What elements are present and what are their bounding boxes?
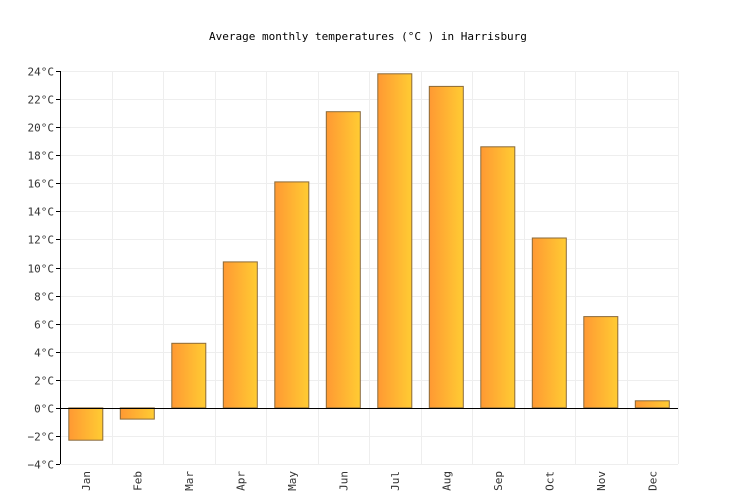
- y-tick-label: 2°C: [34, 375, 54, 388]
- bar-apr: [222, 261, 258, 409]
- x-tick-label: May: [286, 471, 299, 491]
- y-tick-label: 6°C: [34, 319, 54, 332]
- bars: [68, 73, 670, 441]
- y-tick-label: 20°C: [28, 122, 55, 135]
- bar-oct: [531, 237, 567, 409]
- y-tick-label: 16°C: [28, 178, 55, 191]
- y-tick-label: 18°C: [28, 150, 55, 163]
- x-tick-label: Jul: [389, 471, 402, 491]
- y-tick-label: 4°C: [34, 347, 54, 360]
- bar-aug: [428, 85, 464, 409]
- bar-mar: [171, 342, 207, 409]
- bar-dec: [634, 400, 670, 409]
- y-tick-label: 24°C: [28, 66, 55, 79]
- bar-may: [274, 181, 310, 409]
- bar-jun: [325, 111, 361, 409]
- y-tick-label: −4°C: [28, 459, 55, 472]
- x-tick-labels: Jan Feb Mar Apr May Jun Jul Aug Sep Oct Nov Dec: [80, 471, 659, 491]
- y-tick-label: −2°C: [28, 431, 55, 444]
- bar-jul: [377, 73, 413, 409]
- x-tick-label: Aug: [440, 471, 453, 491]
- x-tick-label: Nov: [595, 471, 608, 491]
- y-tick-label: 10°C: [28, 263, 55, 276]
- y-tick-label: 14°C: [28, 206, 55, 219]
- y-tick-label: 0°C: [34, 403, 54, 416]
- axes: [56, 71, 678, 465]
- bar-jan: [68, 407, 104, 441]
- chart-title: Average monthly temperatures (°C ) in Ha…: [209, 30, 527, 43]
- bar-sep: [480, 146, 516, 409]
- y-tick-labels: −4°C −2°C 0°C 2°C 4°C 6°C 8°C 10°C 12°C 14°C 16°C 1…: [28, 66, 55, 472]
- x-tick-label: Feb: [131, 471, 144, 491]
- x-tick-label: Dec: [646, 471, 659, 491]
- x-tick-label: Jun: [337, 471, 350, 491]
- x-tick-label: Apr: [234, 471, 247, 491]
- x-tick-label: Sep: [492, 471, 505, 491]
- y-tick-label: 22°C: [28, 94, 55, 107]
- x-tick-label: Oct: [543, 471, 556, 491]
- grid: [60, 71, 679, 465]
- x-tick-label: Mar: [183, 471, 196, 491]
- bar-feb: [119, 407, 155, 420]
- y-tick-label: 12°C: [28, 234, 55, 247]
- bar-nov: [583, 316, 619, 409]
- x-tick-label: Jan: [80, 471, 93, 491]
- y-tick-label: 8°C: [34, 291, 54, 304]
